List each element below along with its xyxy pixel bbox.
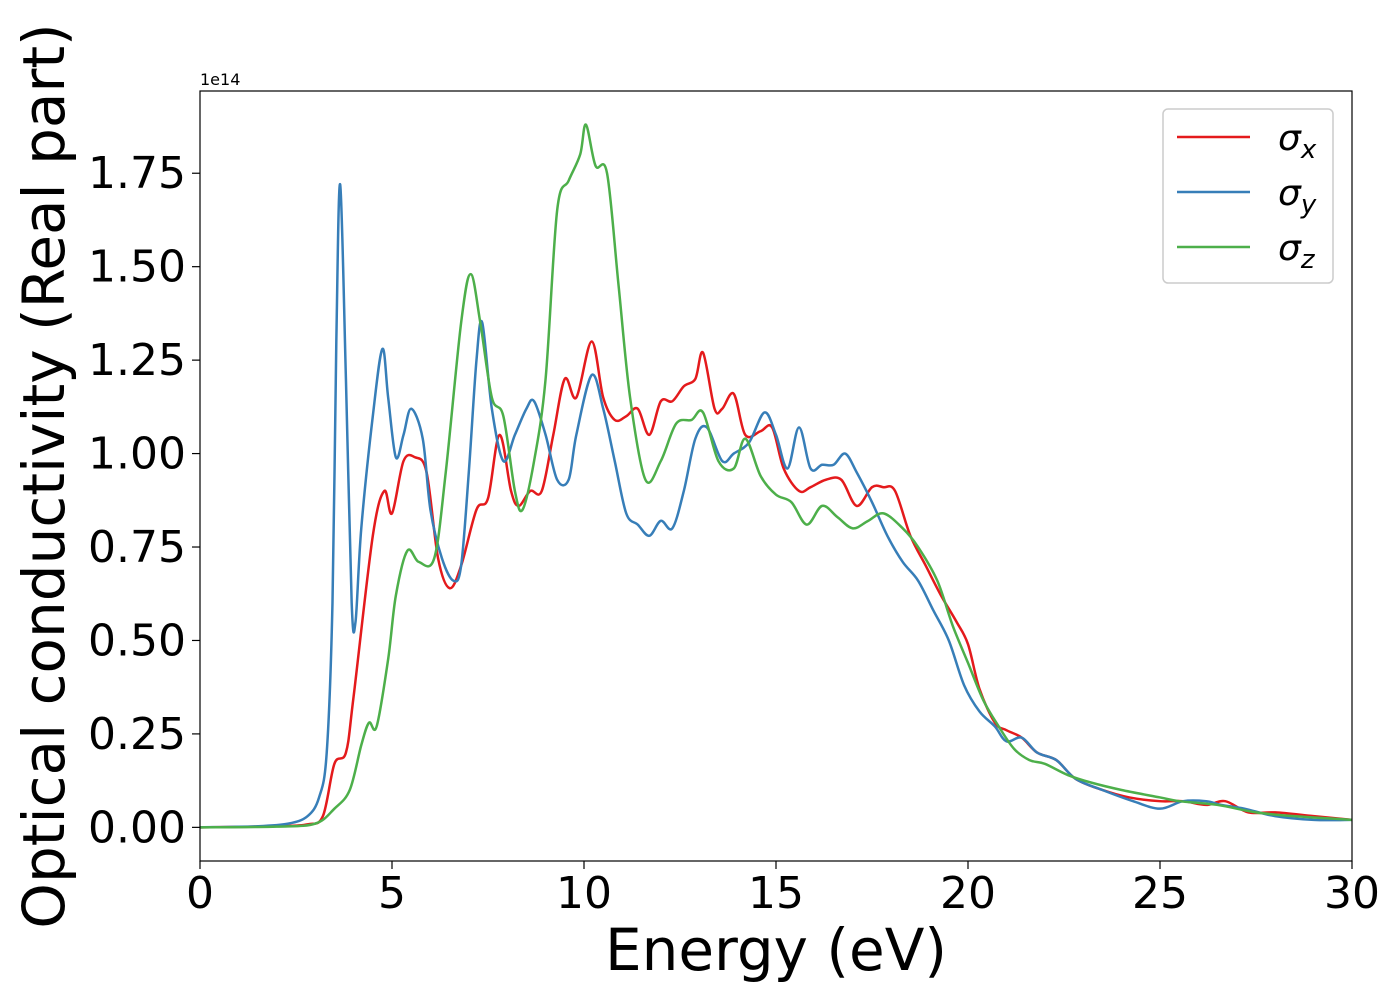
x-axis-label: Energy (eV) [605,916,947,984]
y-tick-label: 1.25 [88,335,186,386]
y-tick-label: 0.00 [88,802,186,853]
y-tick-label: 1.75 [88,148,186,199]
y-tick-label: 0.50 [88,615,186,666]
y-axis-multiplier: 1e14 [200,70,240,89]
x-tick-label: 30 [1324,868,1380,919]
legend-label-2: σy [1278,173,1317,220]
legend-label-1: σx [1278,118,1317,165]
series-line-3 [199,123,1353,829]
legend-label-3: σz [1278,228,1316,275]
series-line-2 [199,183,1353,829]
y-axis: 0.00 0.25 0.50 0.75 1.00 1.25 1.50 1.75 [88,148,200,853]
y-axis-label: Optical conductivity (Real part) [10,23,78,928]
y-tick-label: 1.00 [88,429,186,480]
x-tick-label: 25 [1132,868,1188,919]
legend-box [1162,108,1334,284]
series-layer [199,123,1353,829]
y-tick-label: 0.25 [88,709,186,760]
x-tick-label: 15 [748,868,804,919]
x-tick-label: 0 [186,868,214,919]
x-tick-label: 20 [940,868,996,919]
y-tick-label: 0.75 [88,522,186,573]
x-tick-label: 10 [556,868,612,919]
legend: σx σy σz [1162,108,1334,284]
legend-items: σx σy σz [1177,118,1317,275]
x-axis: 0 5 10 15 20 25 30 [186,861,1380,919]
x-tick-label: 5 [378,868,406,919]
y-tick-label: 1.50 [88,242,186,293]
